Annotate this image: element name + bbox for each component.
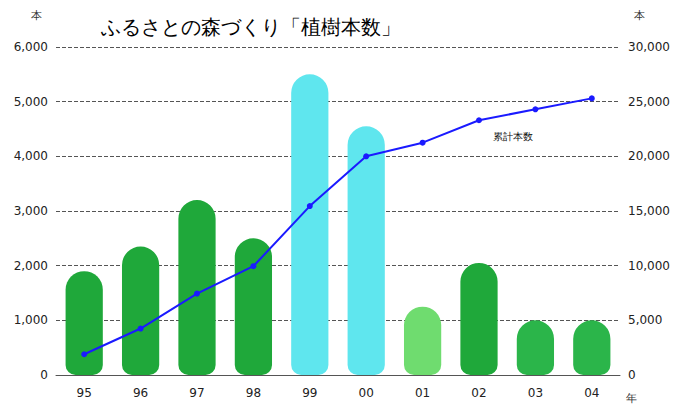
svg-text:0: 0 [40, 368, 48, 382]
svg-text:5,000: 5,000 [14, 95, 48, 109]
svg-text:97: 97 [189, 386, 204, 400]
svg-text:5,000: 5,000 [628, 313, 662, 327]
svg-text:01: 01 [415, 386, 430, 400]
svg-text:03: 03 [528, 386, 543, 400]
svg-text:30,000: 30,000 [628, 40, 670, 54]
svg-text:00: 00 [359, 386, 374, 400]
svg-text:累計本数: 累計本数 [493, 131, 533, 142]
svg-text:15,000: 15,000 [628, 204, 670, 218]
svg-text:ふるさとの森づくり「植樹本数」: ふるさとの森づくり「植樹本数」 [100, 15, 401, 39]
svg-text:02: 02 [471, 386, 486, 400]
svg-text:2,000: 2,000 [14, 259, 48, 273]
svg-text:4,000: 4,000 [14, 149, 48, 163]
svg-text:0: 0 [628, 368, 636, 382]
svg-text:20,000: 20,000 [628, 149, 670, 163]
svg-text:96: 96 [133, 386, 148, 400]
svg-text:本: 本 [634, 9, 645, 22]
svg-text:年: 年 [626, 392, 637, 405]
svg-text:本: 本 [31, 9, 42, 22]
svg-text:10,000: 10,000 [628, 259, 670, 273]
svg-text:1,000: 1,000 [14, 313, 48, 327]
svg-text:6,000: 6,000 [14, 40, 48, 54]
svg-text:98: 98 [246, 386, 261, 400]
svg-text:95: 95 [77, 386, 92, 400]
svg-text:3,000: 3,000 [14, 204, 48, 218]
svg-text:99: 99 [302, 386, 317, 400]
svg-text:04: 04 [584, 386, 599, 400]
svg-text:25,000: 25,000 [628, 95, 670, 109]
